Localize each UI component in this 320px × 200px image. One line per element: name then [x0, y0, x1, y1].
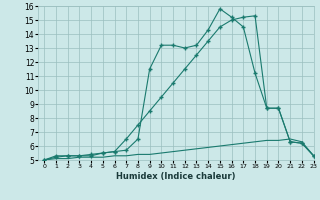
X-axis label: Humidex (Indice chaleur): Humidex (Indice chaleur) [116, 172, 236, 181]
